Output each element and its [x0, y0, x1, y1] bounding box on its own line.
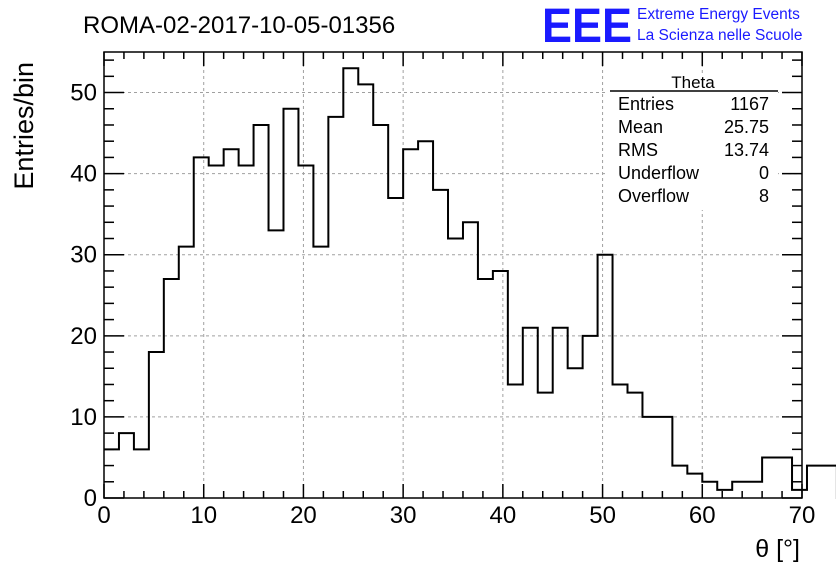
stats-box-background	[608, 75, 778, 210]
x-tick-label: 20	[290, 502, 317, 529]
stats-title: Theta	[671, 73, 715, 92]
stats-label-overflow: Overflow	[618, 186, 690, 206]
x-tick-label: 0	[97, 502, 110, 529]
y-tick-label: 0	[84, 485, 97, 512]
y-axis-label: Entries/bin	[9, 62, 39, 190]
stats-value-entries: 1167	[730, 94, 769, 114]
x-tick-label: 70	[789, 502, 816, 529]
x-tick-label: 10	[190, 502, 217, 529]
stats-value-rms: 13.74	[724, 140, 769, 160]
x-axis-label: θ [°]	[755, 535, 800, 563]
grid-lines	[104, 52, 802, 498]
stats-box: Theta Entries 1167 Mean 25.75 RMS 13.74 …	[608, 73, 778, 210]
x-tick-label: 40	[490, 502, 517, 529]
y-tick-label: 20	[70, 323, 97, 350]
stats-value-underflow: 0	[759, 163, 769, 183]
x-tick-label: 50	[589, 502, 616, 529]
y-tick-label: 30	[70, 242, 97, 269]
x-tick-label: 60	[689, 502, 716, 529]
y-tick-label: 40	[70, 161, 97, 188]
stats-label-underflow: Underflow	[618, 163, 700, 183]
stats-label-mean: Mean	[618, 117, 663, 137]
stats-label-entries: Entries	[618, 94, 674, 114]
eee-logo: EEE	[542, 0, 632, 53]
plot-frame	[103, 51, 803, 499]
stats-value-mean: 25.75	[724, 117, 769, 137]
project-name: Extreme Energy Events	[637, 6, 800, 23]
stats-label-rms: RMS	[618, 140, 658, 160]
axis-ticks	[103, 52, 803, 499]
axis-tick-labels: 0 10 20 30 40 50 60 70 0 10 20 30 40 50	[70, 80, 815, 529]
y-tick-label: 50	[70, 80, 97, 107]
project-subtitle: La Scienza nelle Scuole	[637, 27, 802, 44]
x-tick-label: 30	[390, 502, 417, 529]
stats-value-overflow: 8	[759, 186, 769, 206]
y-tick-label: 10	[70, 404, 97, 431]
run-title: ROMA-02-2017-10-05-01356	[83, 12, 395, 39]
histogram-line	[104, 67, 836, 499]
